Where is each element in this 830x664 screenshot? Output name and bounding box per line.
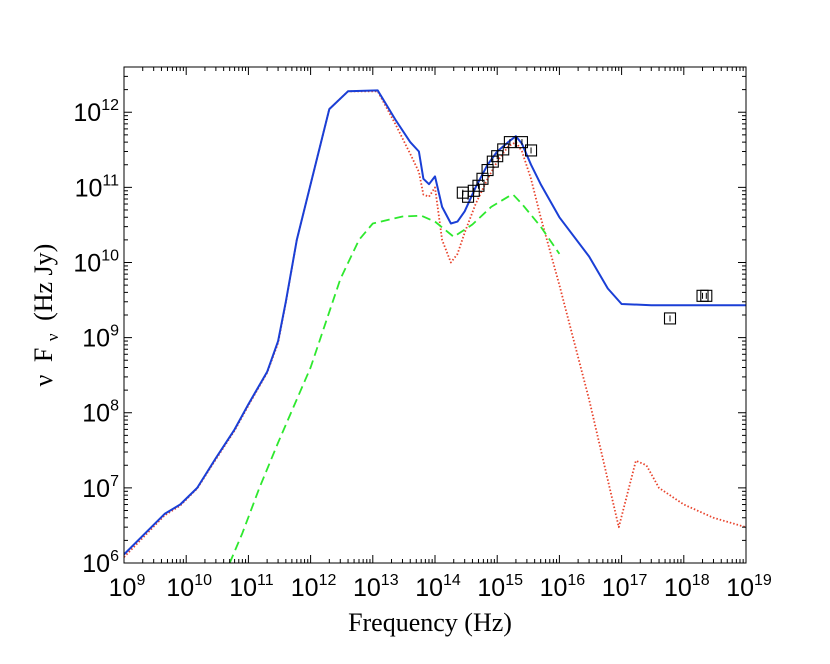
x-tick-label: 1015 (477, 572, 523, 602)
series-line-solid (124, 89, 746, 556)
y-axis-title: ν F ν (Hz Jy) (29, 244, 64, 387)
y-tick-label: 106 (82, 548, 119, 578)
data-point (524, 144, 538, 157)
y-tick-label: 1010 (73, 247, 119, 277)
data-point (497, 143, 510, 156)
x-tick-label: 1012 (291, 572, 337, 602)
data-point (515, 136, 529, 149)
y-tick-labels: 106 107 108 109 1010 1011 1012 (73, 97, 119, 578)
x-tick-label: 1018 (664, 572, 710, 602)
data-point (663, 312, 677, 325)
y-tick-label: 109 (82, 323, 119, 353)
y-axis-title-unit: (Hz Jy) (29, 244, 58, 321)
x-tick-label: 1019 (726, 572, 772, 602)
x-tick-labels: 109 1010 1011 1012 1013 1014 1015 1016 1017 1018 1… (109, 572, 772, 602)
x-axis-title: Frequency (Hz) (348, 608, 512, 637)
x-tick-label: 1011 (229, 572, 274, 602)
data-points-layer (456, 136, 713, 325)
y-axis-title-f: F (29, 348, 58, 362)
y-tick-label: 1011 (75, 172, 120, 202)
y-axis-title-nu: ν (29, 374, 58, 386)
x-tick-label: 1016 (540, 572, 586, 602)
data-point (700, 289, 713, 302)
y-axis-title-sub: ν (43, 333, 62, 341)
y-tick-label: 1012 (73, 97, 119, 127)
y-tick-label: 107 (82, 473, 119, 503)
ticks-layer (123, 66, 747, 564)
series-layer (124, 89, 746, 563)
x-tick-label: 1017 (602, 572, 648, 602)
y-tick-label: 108 (82, 398, 119, 428)
x-tick-label: 1010 (166, 572, 212, 602)
x-tick-label: 1014 (415, 572, 461, 602)
x-tick-label: 1013 (353, 572, 399, 602)
series-line-dashed (228, 193, 561, 563)
data-point (503, 136, 516, 149)
x-tick-label: 109 (109, 572, 146, 602)
